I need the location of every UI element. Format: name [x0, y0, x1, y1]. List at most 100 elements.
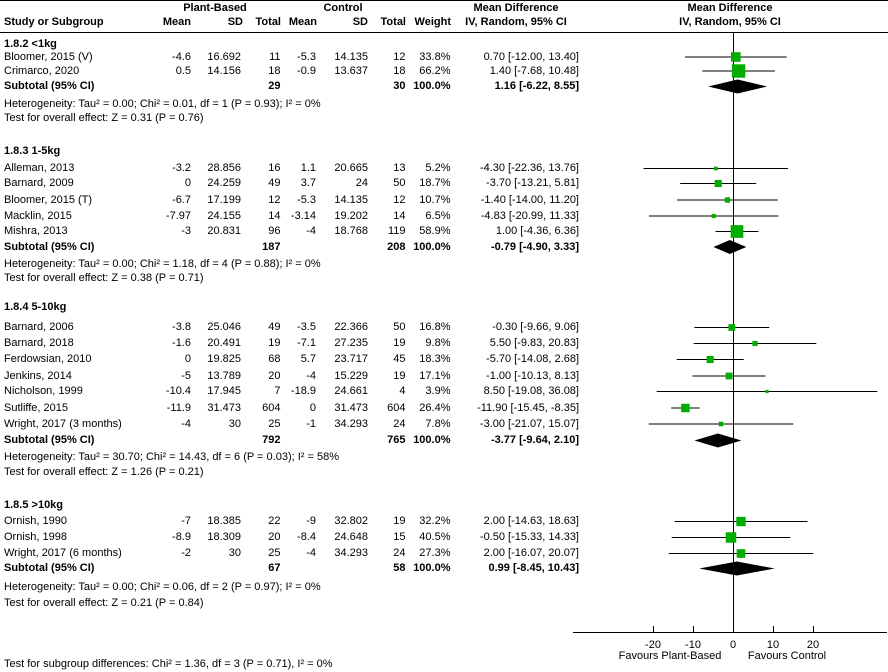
ci_text-cell: -3.00 [-21.07, 15.07]: [479, 417, 579, 430]
mean2-cell: 1.1: [300, 162, 316, 174]
effect-square: [724, 197, 731, 203]
subtotal-diamond: [699, 561, 775, 576]
overall-effect-text: Test for overall effect: Z = 0.21 (P = 0…: [4, 596, 204, 609]
weight-cell: 7.8%: [425, 417, 451, 430]
mean2-cell: -4: [306, 547, 316, 559]
subtotal-label: Subtotal (95% CI): [4, 80, 95, 92]
weight-cell: 26.4%: [419, 401, 451, 414]
study-name: Jenkins, 2014: [4, 369, 72, 382]
sd2-cell: 18.768: [334, 225, 368, 237]
effect-square: [736, 516, 746, 527]
n1-cell: 29: [268, 80, 281, 92]
ci_text-cell: -0.79 [-4.90, 3.33]: [490, 240, 579, 253]
effect-square: [681, 403, 690, 413]
n1-cell: 68: [268, 353, 281, 365]
sd2-cell: 24: [355, 177, 368, 189]
sd2-cell: 32.802: [334, 515, 368, 527]
header-group-plant-based: Plant-Based: [183, 2, 247, 14]
sd2-cell: 27.235: [334, 337, 368, 349]
study-name: Barnard, 2006: [4, 321, 74, 333]
axis-label-favours-control: Favours Control: [747, 650, 827, 662]
weight-cell: 27.3%: [419, 547, 451, 559]
mean1-cell: -4: [181, 417, 191, 430]
subtotal-diamond: [694, 433, 742, 448]
n1-cell: 792: [262, 434, 281, 446]
weight-cell: 100.0%: [413, 562, 451, 574]
study-name: Nicholson, 1999: [4, 385, 83, 397]
n2-cell: 50: [393, 177, 406, 189]
sd1-cell: 30: [228, 417, 241, 430]
header-group-control: Control: [323, 2, 363, 14]
weight-cell: 3.9%: [425, 385, 451, 397]
effect-square: [711, 213, 716, 219]
mean1-cell: -5: [181, 369, 191, 382]
ci_text-cell: 0.99 [-8.45, 10.43]: [488, 562, 579, 574]
n2-cell: 58: [393, 562, 406, 574]
x-axis-tick-label: -10: [685, 639, 701, 651]
n1-cell: 604: [262, 401, 281, 414]
sd2-cell: 23.717: [334, 353, 368, 365]
subgroup-label: 1.8.2 <1kg: [4, 37, 57, 50]
ci_text-cell: 1.16 [-6.22, 8.55]: [494, 80, 579, 92]
mean1-cell: -10.4: [165, 385, 191, 397]
mean2-cell: 0: [309, 401, 316, 414]
n2-cell: 30: [393, 80, 406, 92]
n2-cell: 15: [393, 531, 406, 543]
ci_text-cell: 1.00 [-4.36, 6.36]: [495, 225, 579, 237]
header-sd1: SD: [227, 16, 243, 28]
effect-square: [765, 389, 769, 394]
study-name: Alleman, 2013: [4, 162, 75, 174]
mean2-cell: -18.9: [290, 385, 316, 397]
n1-cell: 25: [268, 547, 281, 559]
overall-effect-text: Test for overall effect: Z = 0.31 (P = 0…: [4, 111, 204, 124]
effect-square: [718, 421, 724, 427]
n1-cell: 67: [268, 562, 281, 574]
n2-cell: 45: [393, 353, 406, 365]
mean1-cell: -7: [181, 515, 191, 527]
study-name: Mishra, 2013: [4, 225, 68, 237]
effect-square: [706, 355, 714, 364]
heterogeneity-text: Heterogeneity: Tau² = 0.00; Chi² = 1.18,…: [4, 258, 321, 270]
mean2-cell: -5.3: [297, 50, 316, 63]
mean1-cell: 0: [184, 353, 191, 365]
sd2-cell: 31.473: [334, 401, 368, 414]
n2-cell: 50: [393, 321, 406, 333]
weight-cell: 9.8%: [425, 337, 451, 349]
sd2-cell: 13.637: [334, 64, 368, 77]
n1-cell: 7: [274, 385, 281, 397]
sd1-cell: 18.385: [207, 515, 241, 527]
ci_text-cell: 2.00 [-16.07, 20.07]: [483, 547, 579, 559]
ci_text-cell: -11.90 [-15.45, -8.35]: [477, 401, 579, 414]
n2-cell: 208: [387, 240, 406, 253]
n1-cell: 11: [269, 50, 281, 63]
mean1-cell: -3.8: [172, 321, 191, 333]
weight-cell: 18.3%: [419, 353, 451, 365]
effect-square: [725, 532, 737, 543]
n1-cell: 18: [268, 64, 281, 77]
top-rule: [0, 0, 888, 1]
weight-cell: 6.5%: [425, 209, 451, 222]
ci_text-cell: 1.40 [-7.68, 10.48]: [489, 64, 579, 77]
n1-cell: 187: [262, 240, 281, 253]
sd2-cell: 15.229: [334, 369, 368, 382]
n2-cell: 604: [387, 401, 406, 414]
n2-cell: 119: [387, 225, 406, 237]
study-name: Barnard, 2009: [4, 177, 74, 189]
sd2-cell: 24.661: [334, 385, 368, 397]
sd1-cell: 14.156: [207, 64, 241, 77]
overall-effect-text: Test for overall effect: Z = 1.26 (P = 0…: [4, 465, 204, 478]
n1-cell: 20: [268, 531, 281, 543]
subtotal-diamond: [713, 240, 747, 254]
n1-cell: 20: [268, 369, 281, 382]
header-rule: [0, 32, 888, 33]
sd2-cell: 19.202: [334, 209, 368, 222]
header-weight: Weight: [414, 16, 451, 28]
mean2-cell: 3.7: [300, 177, 316, 189]
ci_text-cell: -0.30 [-9.66, 9.06]: [492, 321, 579, 333]
mean1-cell: -11.9: [166, 401, 191, 414]
subgroup-label: 1.8.4 5-10kg: [4, 301, 67, 313]
sd1-cell: 17.199: [207, 193, 241, 206]
subtotal-label: Subtotal (95% CI): [4, 434, 95, 446]
header-iv-random-left: IV, Random, 95% CI: [465, 16, 567, 28]
weight-cell: 58.9%: [419, 225, 451, 237]
